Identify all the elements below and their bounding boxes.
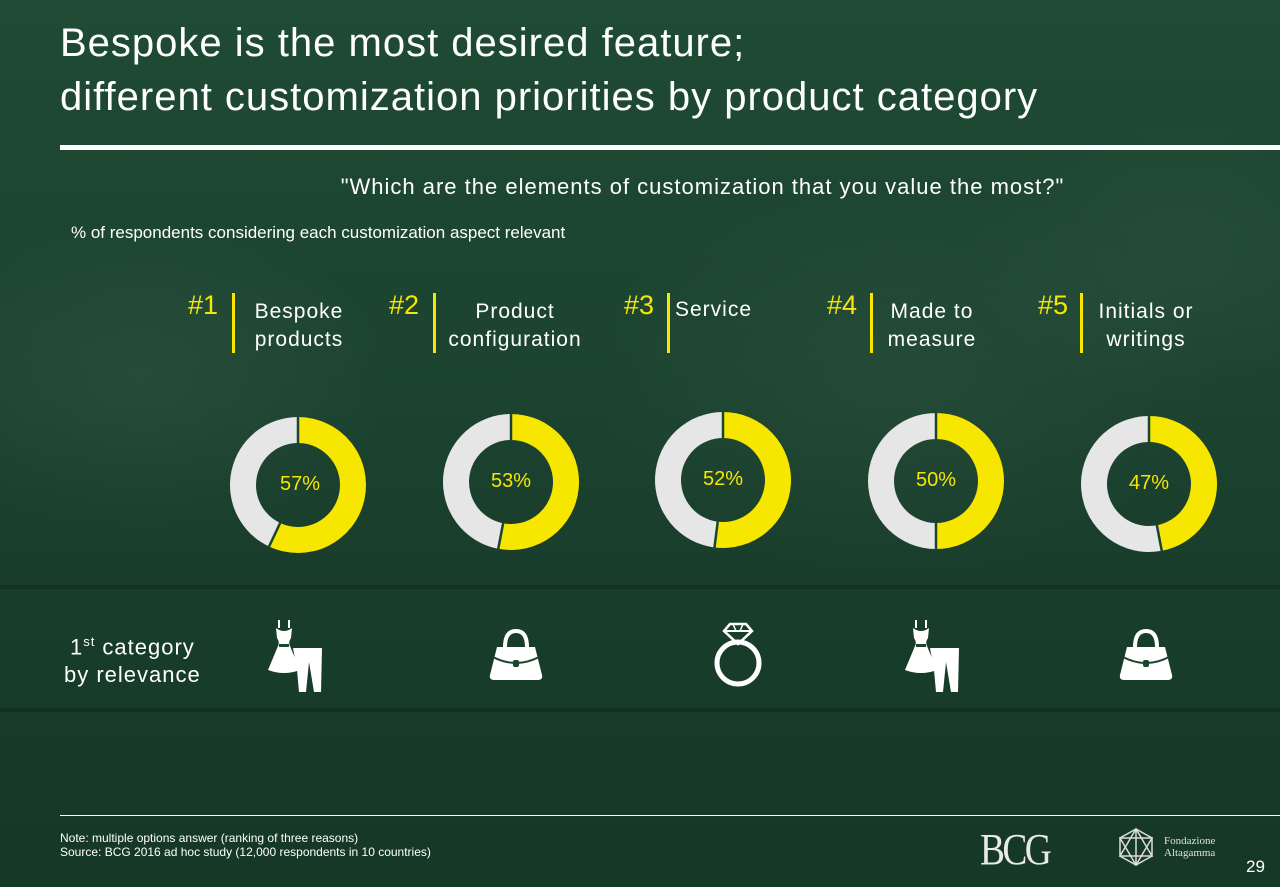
rank-label: Initials or writings: [1098, 300, 1194, 351]
page-title: Bespoke is the most desired feature; dif…: [60, 16, 1038, 124]
donut-segment-gap: [713, 520, 720, 549]
altagamma-line-1: Fondazione: [1164, 835, 1216, 847]
rank-number: #4: [827, 290, 858, 320]
rank-label: Made to measure: [887, 300, 977, 351]
footnote-source: Source: BCG 2016 ad hoc study (12,000 re…: [60, 845, 431, 859]
donut-segment-remainder: [230, 417, 298, 547]
bcg-logo: BCG: [980, 825, 1052, 874]
donut-segment-gap: [1155, 524, 1164, 553]
category-label-prefix: 1: [69, 634, 84, 660]
rank-number: #2: [389, 290, 420, 320]
rank-header-5: #5 Initials or writings: [1038, 290, 1218, 354]
footer-divider: [60, 815, 1280, 816]
handbag-icon: [1119, 628, 1173, 680]
shelf-shadow: [0, 585, 1280, 589]
donut-segment-remainder: [867, 413, 936, 549]
rank-header-2: #2 Product configuration: [389, 290, 599, 354]
rank-number: #1: [188, 290, 219, 320]
donut-segment-value: [498, 414, 579, 550]
rank-label: Product configuration: [448, 300, 582, 351]
rank-divider: [667, 293, 670, 353]
donut-value-label: 53%: [491, 470, 531, 492]
donut-segment-value: [714, 412, 791, 548]
survey-question: "Which are the elements of customization…: [340, 174, 1065, 199]
handbag-icon: [489, 628, 543, 680]
rank-divider: [1080, 293, 1083, 353]
rank-divider: [433, 293, 436, 353]
donut-segment-gap: [267, 521, 282, 548]
category-label-line2: by relevance: [64, 662, 201, 688]
donut-segment-gap: [496, 522, 505, 551]
rank-header-1: #1 Bespoke products: [188, 290, 358, 354]
donut-chart-1: 57%: [230, 416, 366, 553]
donut-value-label: 57%: [280, 473, 320, 495]
donut-segment-remainder: [654, 412, 723, 548]
altagamma-line-2: Altagamma: [1164, 847, 1216, 859]
rank-divider: [870, 293, 873, 353]
donut-segment-remainder: [1081, 416, 1162, 552]
clothing-icon: [268, 620, 322, 692]
donut-segment-value: [936, 413, 1004, 549]
rank-number: #5: [1038, 290, 1069, 320]
chart-subtitle: % of respondents considering each custom…: [71, 223, 566, 242]
ring-icon: [714, 622, 762, 687]
rank-header-3: #3 Service: [624, 290, 774, 354]
page-number: 29: [1246, 857, 1265, 876]
donut-chart-3: 52%: [654, 411, 791, 549]
altagamma-logo-icon: [1118, 827, 1154, 867]
title-divider: [60, 145, 1280, 150]
donut-chart-5: 47%: [1081, 415, 1217, 553]
donut-segment-remainder: [443, 414, 511, 549]
category-label-text: category: [95, 634, 195, 660]
rank-label: Bespoke products: [254, 300, 344, 351]
category-label-sup: st: [83, 634, 96, 649]
donut-chart-2: 53%: [443, 413, 579, 551]
altagamma-logo-text: Fondazione Altagamma: [1164, 835, 1215, 859]
donut-value-label: 52%: [703, 468, 743, 490]
rank-label: Service: [675, 298, 753, 321]
footnote-note: Note: multiple options answer (ranking o…: [60, 831, 359, 845]
rank-header-4: #4 Made to measure: [827, 290, 997, 354]
category-row-label: 1st category by relevance: [64, 628, 201, 689]
footnote: Note: multiple options answer (ranking o…: [60, 831, 431, 859]
title-line-2: different customization priorities by pr…: [60, 75, 1039, 119]
shelf-shadow: [0, 708, 1280, 712]
donut-chart-4: 50%: [867, 412, 1004, 550]
donut-segment-value: [269, 417, 366, 553]
rank-divider: [232, 293, 235, 353]
clothing-icon: [905, 620, 959, 692]
donut-value-label: 50%: [916, 469, 956, 491]
donut-value-label: 47%: [1129, 472, 1169, 494]
rank-number: #3: [624, 290, 655, 320]
donut-segment-value: [1149, 416, 1217, 551]
title-line-1: Bespoke is the most desired feature;: [60, 21, 746, 65]
